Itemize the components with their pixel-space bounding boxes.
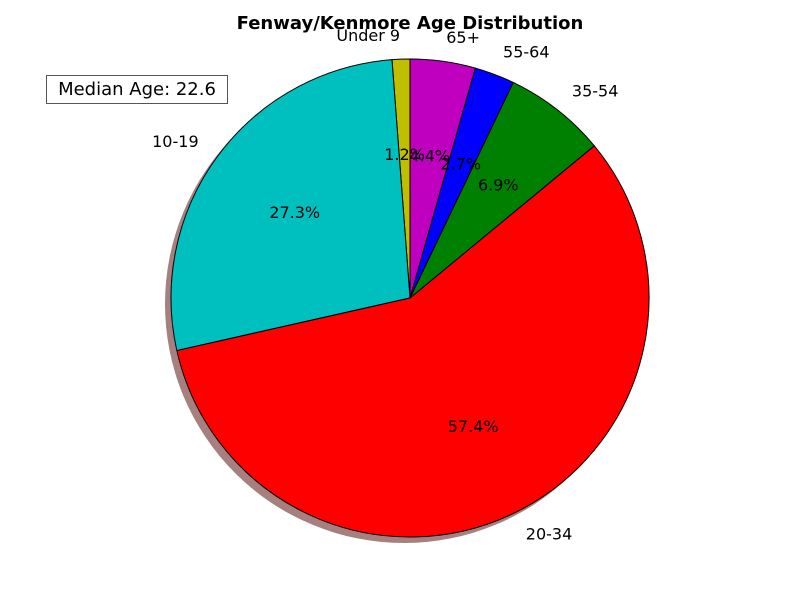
- percentage-label: 6.9%: [478, 176, 519, 195]
- category-label: Under 9: [336, 26, 400, 45]
- category-label: 10-19: [152, 132, 199, 151]
- category-label: 65+: [446, 28, 480, 47]
- chart-title: Fenway/Kenmore Age Distribution: [237, 13, 584, 34]
- percentage-label: 27.3%: [269, 203, 320, 222]
- percentage-label: 4.4%: [409, 146, 450, 165]
- pie-slice-20-34: [176, 145, 650, 538]
- pie-slice-10-19: [170, 59, 411, 352]
- category-label: 35-54: [572, 81, 619, 100]
- pie-slice-65-: [409, 58, 476, 299]
- percentage-label: 2.7%: [440, 154, 481, 173]
- median-age-annotation: Median Age: 22.6: [46, 75, 228, 104]
- pie-labels: Under 9 1.2% 10-19 27.3% 20-34 57.4% 35-54 6.9%…: [152, 26, 618, 544]
- percentage-label: 1.2%: [384, 145, 425, 164]
- category-label: 20-34: [526, 525, 573, 544]
- percentage-label: 57.4%: [448, 417, 499, 436]
- pie-slice-35-54: [409, 81, 595, 299]
- pie-slices: [165, 58, 650, 543]
- category-label: 55-64: [503, 43, 550, 62]
